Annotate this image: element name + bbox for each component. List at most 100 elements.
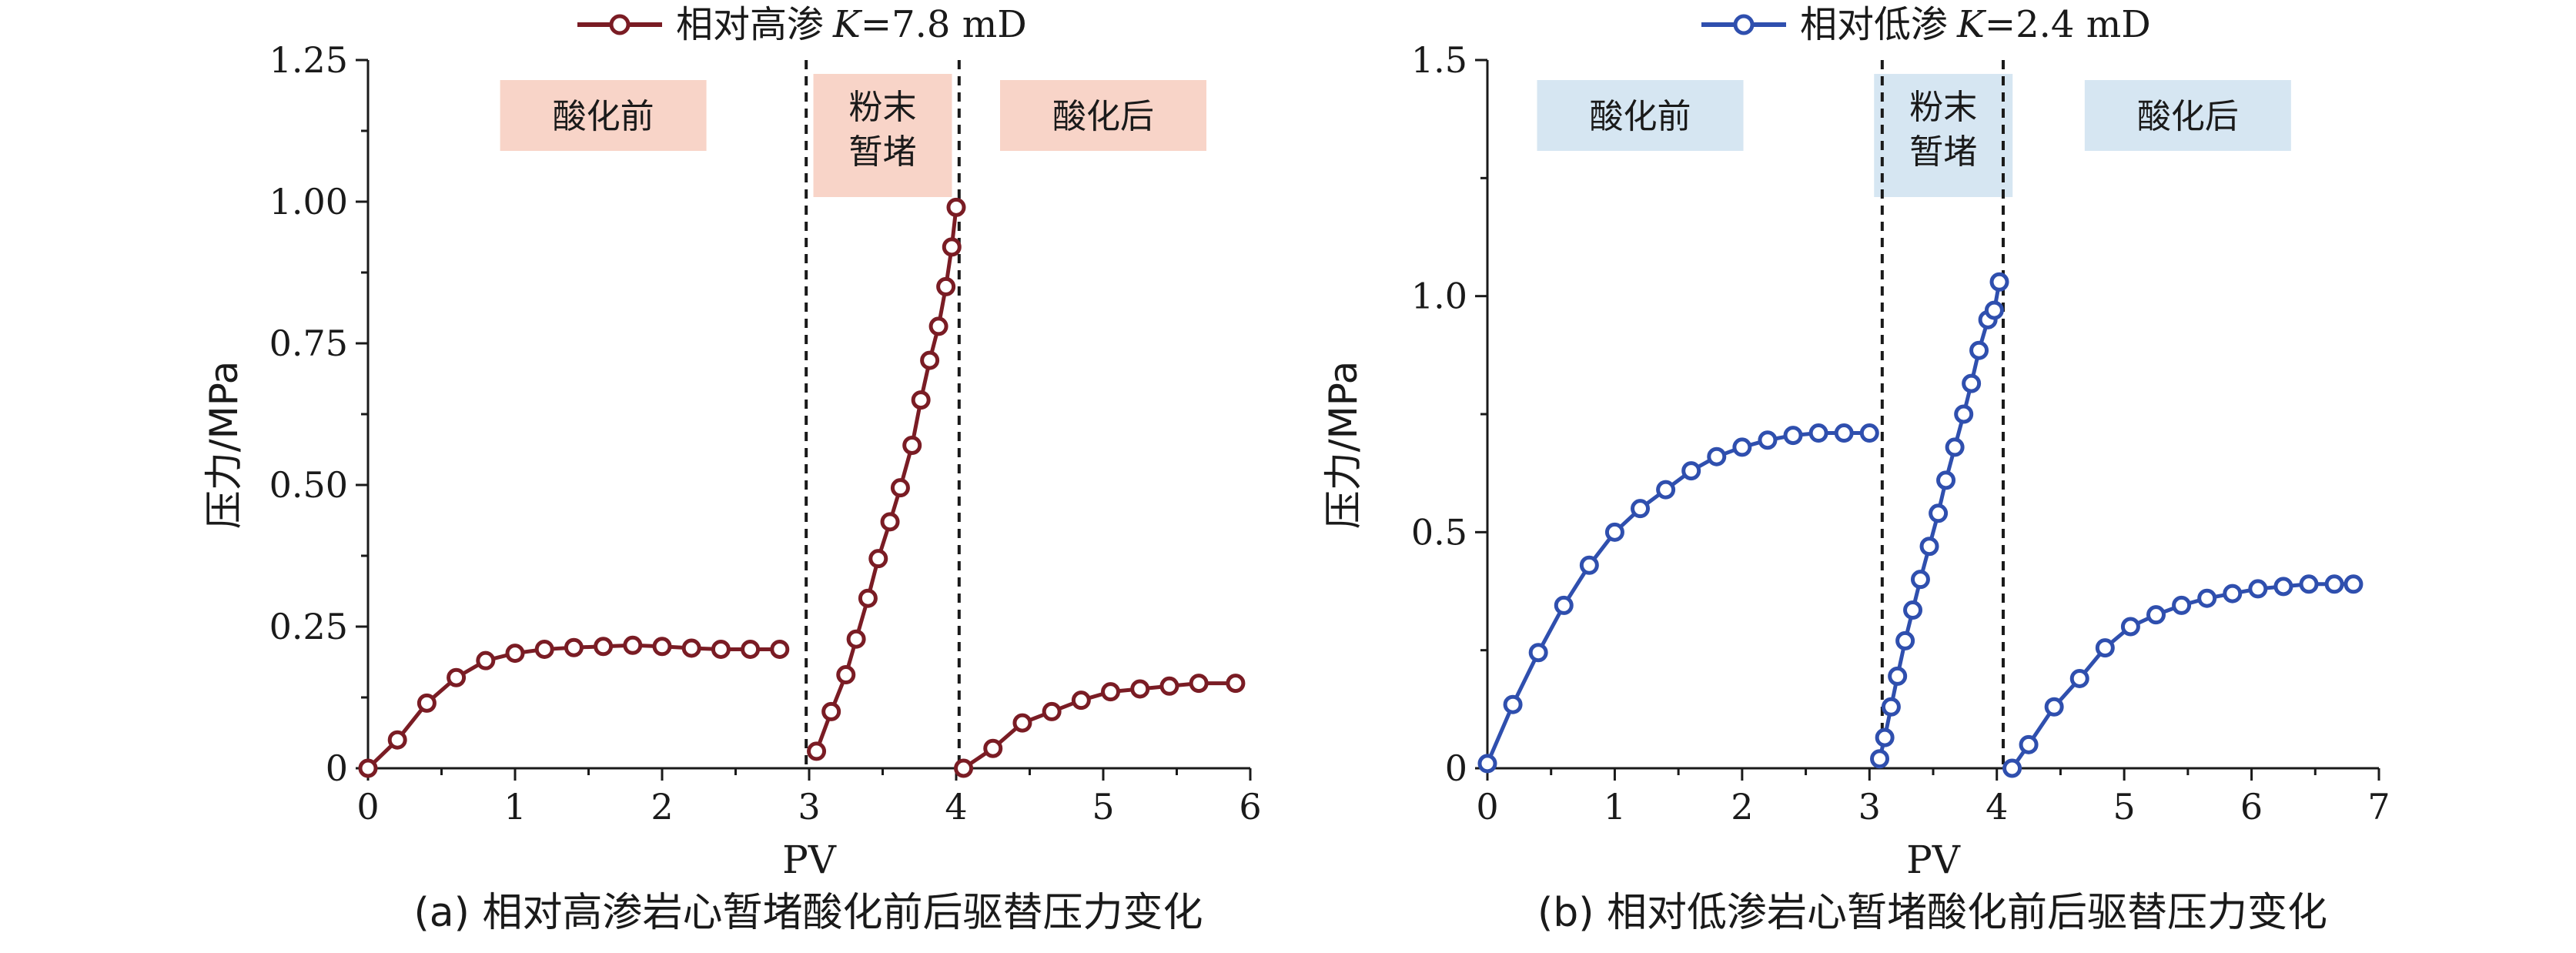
data-point (2248, 579, 2268, 599)
phase-label: 酸化前 (1590, 97, 1691, 136)
data-point (1071, 691, 1091, 711)
data-point (652, 637, 672, 657)
data-point (846, 629, 866, 649)
data-point (946, 197, 966, 217)
data-point (2324, 574, 2344, 594)
data-point (1012, 713, 1032, 733)
legend-text: 相对高渗 K=7.8 mD (676, 3, 1027, 46)
y-tick-label: 1.00 (269, 181, 348, 222)
x-tick-label: 0 (1476, 786, 1498, 828)
chart-caption: (b) 相对低渗岩心暂堵酸化前后驱替压力变化 (1537, 890, 2327, 936)
phase-label-line: 暂堵 (1909, 132, 1977, 172)
legend: 相对高渗 K=7.8 mD (577, 3, 1027, 46)
data-point (920, 350, 940, 370)
y-tick-label: 1.0 (1411, 276, 1467, 317)
phase-label-line: 酸化前 (553, 97, 654, 136)
x-tick-label: 5 (1092, 786, 1114, 828)
data-point (936, 276, 956, 296)
data-point (1554, 595, 1574, 615)
series-line (815, 207, 958, 752)
y-tick-label: 1.25 (269, 39, 348, 81)
data-point (476, 650, 496, 670)
data-point (447, 667, 467, 687)
phase-label-line: 酸化后 (1052, 97, 1154, 136)
data-point (880, 512, 900, 532)
data-point (868, 549, 888, 569)
data-point (564, 637, 584, 657)
data-point (1834, 423, 1854, 443)
data-point (2002, 758, 2022, 778)
phase-label-line: 暂堵 (849, 132, 917, 172)
data-point (928, 316, 948, 336)
data-point (942, 237, 962, 257)
legend-rest: =2.4 mD (1985, 3, 2151, 46)
data-point (1732, 437, 1752, 457)
y-tick-label: 0 (1445, 747, 1467, 789)
data-point (1888, 666, 1908, 686)
data-point (1503, 694, 1523, 714)
data-point (1919, 537, 1939, 557)
data-point (836, 665, 856, 685)
data-point (1528, 643, 1548, 663)
data-point (2343, 574, 2364, 594)
x-axis-label: PV (782, 838, 837, 882)
y-tick-label: 1.5 (1411, 39, 1467, 81)
data-point (1969, 340, 1989, 360)
legend-rest: =7.8 mD (861, 3, 1027, 46)
legend-label: 相对低渗 (1800, 3, 1948, 46)
data-point (1707, 446, 1727, 466)
phase-label-line: 酸化后 (2137, 97, 2239, 136)
data-point (1945, 437, 1965, 457)
data-point (1936, 470, 1956, 490)
data-point (2273, 577, 2293, 597)
data-point (2223, 584, 2243, 604)
x-tick-label: 2 (1731, 786, 1753, 828)
data-point (594, 637, 614, 657)
data-point (1875, 727, 1895, 747)
x-tick-label: 5 (2113, 786, 2136, 828)
data-point (2120, 617, 2140, 637)
data-point (1954, 404, 1974, 424)
phase-label: 酸化后 (2137, 97, 2239, 136)
x-tick-label: 2 (651, 786, 673, 828)
legend-var: K (1956, 3, 1987, 46)
phase-label-line: 粉末 (849, 88, 917, 127)
data-point (1910, 570, 1930, 590)
data-point (1101, 682, 1121, 702)
phase-label-line: 酸化前 (1590, 97, 1691, 136)
legend: 相对低渗 K=2.4 mD (1701, 3, 2151, 46)
data-point (1758, 430, 1778, 450)
legend-var: K (832, 3, 863, 46)
y-axis-label: 压力/MPa (1321, 361, 1366, 530)
data-point (1870, 749, 1890, 769)
data-point (954, 758, 974, 778)
data-point (1631, 499, 1651, 519)
data-point (1783, 426, 1803, 446)
data-point (741, 639, 761, 659)
data-point (1895, 630, 1915, 650)
data-point (1881, 697, 1901, 717)
data-point (1859, 423, 1879, 443)
x-tick-label: 4 (1986, 786, 2008, 828)
data-point (1984, 300, 2004, 320)
data-point (2146, 605, 2166, 625)
data-point (505, 644, 525, 664)
data-point (2044, 697, 2064, 717)
legend-label: 相对高渗 (676, 3, 824, 46)
data-point (1189, 674, 1209, 694)
x-tick-label: 7 (2367, 786, 2390, 828)
data-point (858, 588, 878, 608)
y-axis-label: 压力/MPa (202, 361, 246, 530)
x-tick-label: 1 (1604, 786, 1626, 828)
phase-box (1874, 74, 2013, 197)
data-point (1159, 676, 1179, 696)
data-point (1929, 503, 1949, 523)
series-line (962, 681, 1236, 771)
chart-caption: (a) 相对高渗岩心暂堵酸化前后驱替压力变化 (414, 890, 1203, 936)
data-point (2299, 574, 2319, 594)
x-tick-label: 3 (1858, 786, 1881, 828)
phase-box (813, 74, 952, 197)
data-point (1042, 701, 1062, 721)
y-tick-label: 0.5 (1411, 511, 1467, 553)
data-point (534, 639, 554, 659)
